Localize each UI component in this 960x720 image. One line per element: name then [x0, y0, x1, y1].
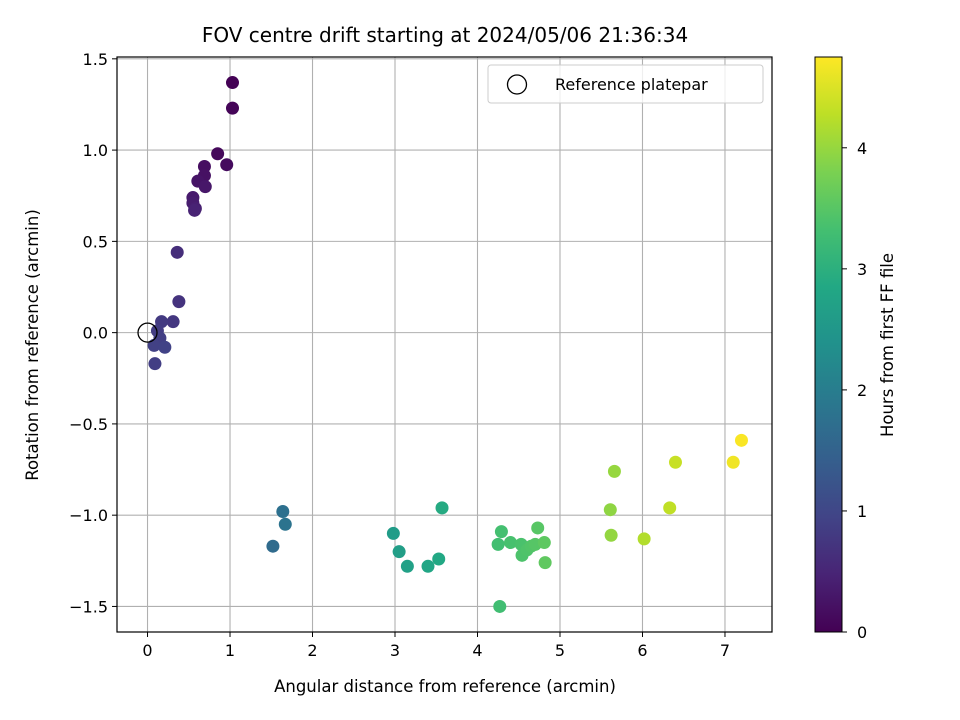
- data-point: [172, 295, 186, 309]
- y-tick-label: −1.5: [69, 597, 108, 616]
- colorbar-tick-label: 2: [857, 381, 867, 400]
- legend: Reference platepar: [487, 64, 764, 104]
- data-point: [386, 526, 400, 540]
- data-point: [637, 532, 651, 546]
- data-point: [166, 315, 180, 329]
- grid-lines: [117, 57, 772, 632]
- colorbar-tick-label: 4: [857, 139, 867, 158]
- y-axis-ticks: −1.5 −1.0 −0.5 0.0 0.5 1.0 1.5: [69, 50, 117, 616]
- data-point: [531, 521, 545, 535]
- data-point: [734, 433, 748, 447]
- data-point: [607, 464, 621, 478]
- x-tick-label: 0: [142, 641, 152, 660]
- data-point: [538, 556, 552, 570]
- colorbar-tick-label: 0: [857, 623, 867, 642]
- data-point: [668, 455, 682, 469]
- data-point: [604, 528, 618, 542]
- data-point: [421, 559, 435, 573]
- x-tick-label: 5: [555, 641, 565, 660]
- data-point: [503, 536, 517, 550]
- x-axis-ticks: 0 1 2 3 4 5 6 7: [142, 632, 730, 660]
- y-tick-label: −0.5: [69, 415, 108, 434]
- reference-platepar-marker: [137, 322, 158, 343]
- data-point: [148, 357, 162, 371]
- y-tick-label: 0.0: [83, 324, 108, 343]
- data-point: [435, 501, 449, 515]
- colorbar-tick-label: 3: [857, 260, 867, 279]
- data-point: [211, 147, 225, 161]
- legend-marker-icon: [506, 74, 528, 95]
- data-point: [392, 545, 406, 559]
- x-tick-label: 3: [390, 641, 400, 660]
- reference-marker-layer: [137, 322, 158, 343]
- y-tick-label: 1.5: [83, 50, 108, 69]
- data-point: [663, 501, 677, 515]
- data-point: [494, 525, 508, 539]
- x-tick-label: 7: [720, 641, 730, 660]
- data-point: [225, 101, 239, 115]
- legend-label: Reference platepar: [555, 75, 708, 94]
- data-point: [266, 539, 280, 553]
- y-axis-title: Rotation from reference (arcmin): [23, 209, 42, 481]
- x-tick-label: 1: [225, 641, 235, 660]
- colorbar-gradient: [814, 56, 843, 633]
- data-point: [400, 559, 414, 573]
- colorbar-ticks: 0 1 2 3 4: [842, 139, 867, 642]
- data-points: [147, 76, 748, 613]
- x-tick-label: 2: [307, 641, 317, 660]
- data-point: [491, 537, 505, 551]
- colorbar: 0 1 2 3 4 Hours from first FF file: [814, 56, 897, 642]
- data-point: [603, 503, 617, 517]
- data-point: [220, 158, 234, 172]
- data-point: [278, 517, 292, 531]
- data-point: [537, 536, 551, 550]
- data-point: [493, 599, 507, 613]
- legend-box: [487, 64, 764, 104]
- x-tick-label: 6: [637, 641, 647, 660]
- data-point: [170, 245, 184, 259]
- plot-frame: [116, 56, 773, 633]
- data-point: [198, 180, 212, 194]
- data-point: [188, 203, 202, 217]
- data-point: [726, 455, 740, 469]
- x-axis-title: Angular distance from reference (arcmin): [274, 677, 616, 696]
- colorbar-title: Hours from first FF file: [878, 253, 897, 437]
- x-tick-label: 4: [472, 641, 482, 660]
- y-tick-label: 1.0: [83, 141, 108, 160]
- data-point: [276, 505, 290, 519]
- data-point: [225, 76, 239, 90]
- data-point: [197, 160, 211, 174]
- data-point: [158, 340, 172, 354]
- y-tick-label: 0.5: [83, 232, 108, 251]
- colorbar-tick-label: 1: [857, 502, 867, 521]
- data-point: [432, 552, 446, 566]
- y-tick-label: −1.0: [69, 506, 108, 525]
- chart-title: FOV centre drift starting at 2024/05/06 …: [202, 23, 688, 47]
